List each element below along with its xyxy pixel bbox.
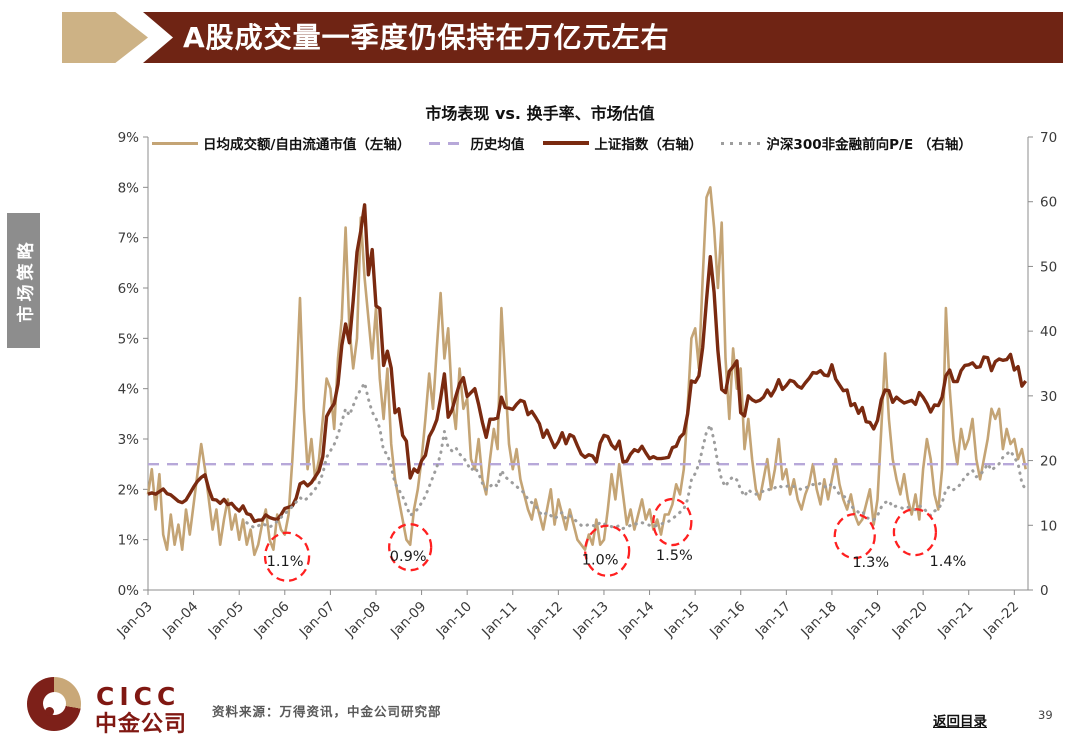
svg-text:Jan-18: Jan-18 xyxy=(797,599,839,641)
svg-text:Jan-11: Jan-11 xyxy=(478,599,520,641)
legend-label-turnover: 日均成交额/自由流通市值（左轴） xyxy=(203,137,411,153)
cicc-logo-icon xyxy=(27,677,81,731)
svg-text:Jan-12: Jan-12 xyxy=(524,599,566,641)
svg-text:0.9%: 0.9% xyxy=(390,549,427,565)
svg-text:1%: 1% xyxy=(118,533,140,549)
legend-item-pe: 沪深300非金融前向P/E （右轴） xyxy=(721,133,972,153)
svg-text:0%: 0% xyxy=(118,583,140,599)
svg-text:Jan-05: Jan-05 xyxy=(205,599,247,641)
legend-item-mean: 历史均值 xyxy=(429,133,524,153)
legend-item-index: 上证指数（右轴） xyxy=(543,133,702,153)
legend-swatch-3 xyxy=(721,141,762,145)
svg-text:20: 20 xyxy=(1040,454,1057,470)
svg-text:6%: 6% xyxy=(118,281,140,297)
svg-text:40: 40 xyxy=(1040,324,1057,340)
svg-text:Jan-04: Jan-04 xyxy=(159,599,201,641)
chart-legend: 日均成交额/自由流通市值（左轴） 历史均值 上证指数（右轴） 沪深300非金融前… xyxy=(152,133,1040,153)
svg-text:1.0%: 1.0% xyxy=(582,553,619,569)
svg-text:Jan-14: Jan-14 xyxy=(615,599,657,641)
svg-text:Jan-16: Jan-16 xyxy=(706,599,748,641)
svg-text:70: 70 xyxy=(1040,130,1057,146)
svg-text:2%: 2% xyxy=(118,482,140,498)
svg-text:8%: 8% xyxy=(118,180,140,196)
svg-text:50: 50 xyxy=(1040,259,1057,275)
slide-title-bar: A股成交量一季度仍保持在万亿元左右 xyxy=(143,12,1063,63)
svg-text:0: 0 xyxy=(1040,583,1049,599)
svg-text:Jan-09: Jan-09 xyxy=(387,599,429,641)
svg-text:1.1%: 1.1% xyxy=(267,554,304,570)
banner-arrow-icon xyxy=(62,12,148,63)
svg-text:Jan-08: Jan-08 xyxy=(341,599,383,641)
svg-text:Jan-07: Jan-07 xyxy=(296,599,338,641)
svg-text:Jan-21: Jan-21 xyxy=(934,599,976,641)
svg-text:3%: 3% xyxy=(118,432,140,448)
cicc-logo-text: CICC xyxy=(96,682,181,711)
svg-text:Jan-17: Jan-17 xyxy=(752,599,794,641)
source-note: 资料来源：万得资讯，中金公司研究部 xyxy=(212,704,442,719)
section-tab: 市场策略 xyxy=(7,213,40,348)
svg-text:4%: 4% xyxy=(118,382,140,398)
svg-text:5%: 5% xyxy=(118,331,140,347)
svg-text:Jan-15: Jan-15 xyxy=(661,599,703,641)
svg-text:9%: 9% xyxy=(118,130,140,146)
legend-swatch-2 xyxy=(543,141,590,145)
svg-text:1.3%: 1.3% xyxy=(852,555,889,571)
cicc-logo-dot xyxy=(45,707,54,716)
back-to-toc-link[interactable]: 返回目录 xyxy=(933,714,987,730)
legend-label-index: 上证指数（右轴） xyxy=(594,137,703,153)
svg-text:60: 60 xyxy=(1040,195,1057,211)
legend-label-pe: 沪深300非金融前向P/E （右轴） xyxy=(766,137,972,153)
svg-text:Jan-06: Jan-06 xyxy=(250,599,292,641)
legend-swatch-1 xyxy=(429,141,466,145)
svg-text:1.5%: 1.5% xyxy=(656,548,693,564)
legend-swatch-0 xyxy=(152,141,198,145)
svg-text:7%: 7% xyxy=(118,231,140,247)
svg-text:30: 30 xyxy=(1040,389,1057,405)
chart-plot: 0% 1% 2% 3% 4% 5% 6% 7% 8% 9% 0 10 20 30 40 50 60 70 Jan-0… xyxy=(113,130,1057,641)
svg-text:Jan-10: Jan-10 xyxy=(433,599,475,641)
svg-text:Jan-19: Jan-19 xyxy=(843,599,885,641)
svg-text:Jan-13: Jan-13 xyxy=(569,599,611,641)
cicc-logo-text-cn: 中金公司 xyxy=(95,712,188,737)
slide-title: A股成交量一季度仍保持在万亿元左右 xyxy=(183,21,670,54)
svg-text:Jan-20: Jan-20 xyxy=(889,599,931,641)
legend-label-mean: 历史均值 xyxy=(470,137,525,153)
svg-text:Jan-03: Jan-03 xyxy=(113,599,155,641)
svg-text:Jan-22: Jan-22 xyxy=(980,599,1022,641)
svg-text:10: 10 xyxy=(1040,518,1057,534)
page-number: 39 xyxy=(1038,708,1053,722)
legend-item-turnover: 日均成交额/自由流通市值（左轴） xyxy=(152,133,410,153)
chart-title: 市场表现 vs. 换手率、市场估值 xyxy=(425,104,655,123)
svg-text:1.4%: 1.4% xyxy=(930,554,967,570)
